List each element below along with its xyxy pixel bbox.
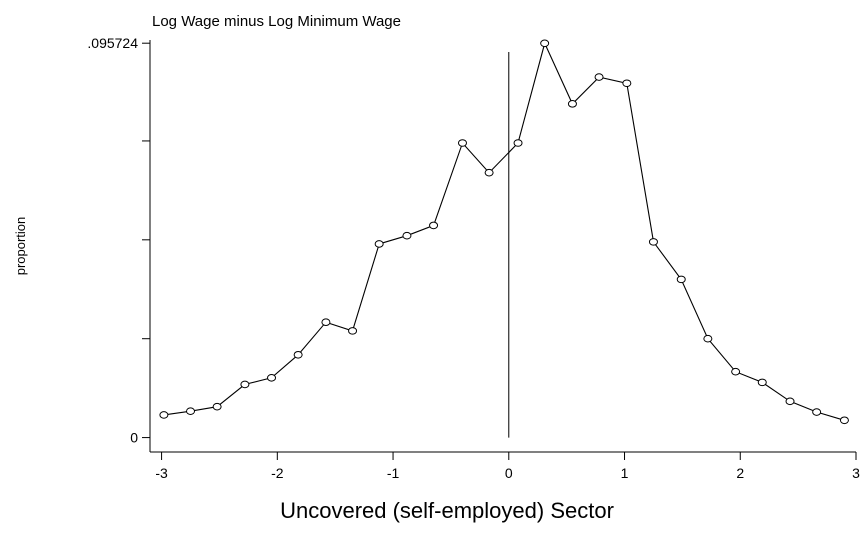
y-tick-label: .095724 <box>87 35 138 51</box>
data-point <box>785 397 795 406</box>
x-tick-label: 1 <box>621 465 629 481</box>
data-point <box>321 318 331 327</box>
x-tick-label: -1 <box>387 465 400 481</box>
data-point <box>594 73 604 81</box>
x-tick-label: 2 <box>736 465 744 481</box>
x-tick-label: 0 <box>505 465 513 481</box>
data-point <box>540 39 550 48</box>
data-point <box>267 374 277 382</box>
data-point <box>212 402 222 411</box>
x-axis-label: Uncovered (self-employed) Sector <box>280 498 614 523</box>
x-tick-label: -3 <box>155 465 168 481</box>
data-point <box>648 238 658 246</box>
data-point <box>731 367 741 376</box>
y-tick-label: 0 <box>130 430 138 446</box>
data-point <box>374 240 384 248</box>
data-point <box>348 327 358 335</box>
chart-title: Log Wage minus Log Minimum Wage <box>152 13 401 30</box>
data-point <box>839 416 849 425</box>
data-point <box>567 100 577 108</box>
data-point <box>622 79 632 88</box>
axes: 0 .095724 -3 -2 -1 0 1 2 3 <box>87 35 860 481</box>
data-point <box>186 407 196 416</box>
series-line <box>163 41 845 421</box>
x-tick-label: -2 <box>271 465 284 481</box>
y-axis-label: proportion <box>13 217 28 276</box>
data-point <box>484 168 494 177</box>
data-point <box>513 139 523 147</box>
data-point <box>159 411 169 419</box>
data-point <box>676 275 686 284</box>
data-point <box>703 334 713 343</box>
series-layer <box>159 39 849 425</box>
x-tick-label: 3 <box>852 465 860 481</box>
data-point <box>429 221 439 230</box>
data-point <box>812 408 822 416</box>
data-point <box>457 139 467 147</box>
data-point <box>757 378 767 387</box>
data-point <box>240 380 250 389</box>
data-point <box>293 350 303 359</box>
data-point <box>402 231 412 240</box>
